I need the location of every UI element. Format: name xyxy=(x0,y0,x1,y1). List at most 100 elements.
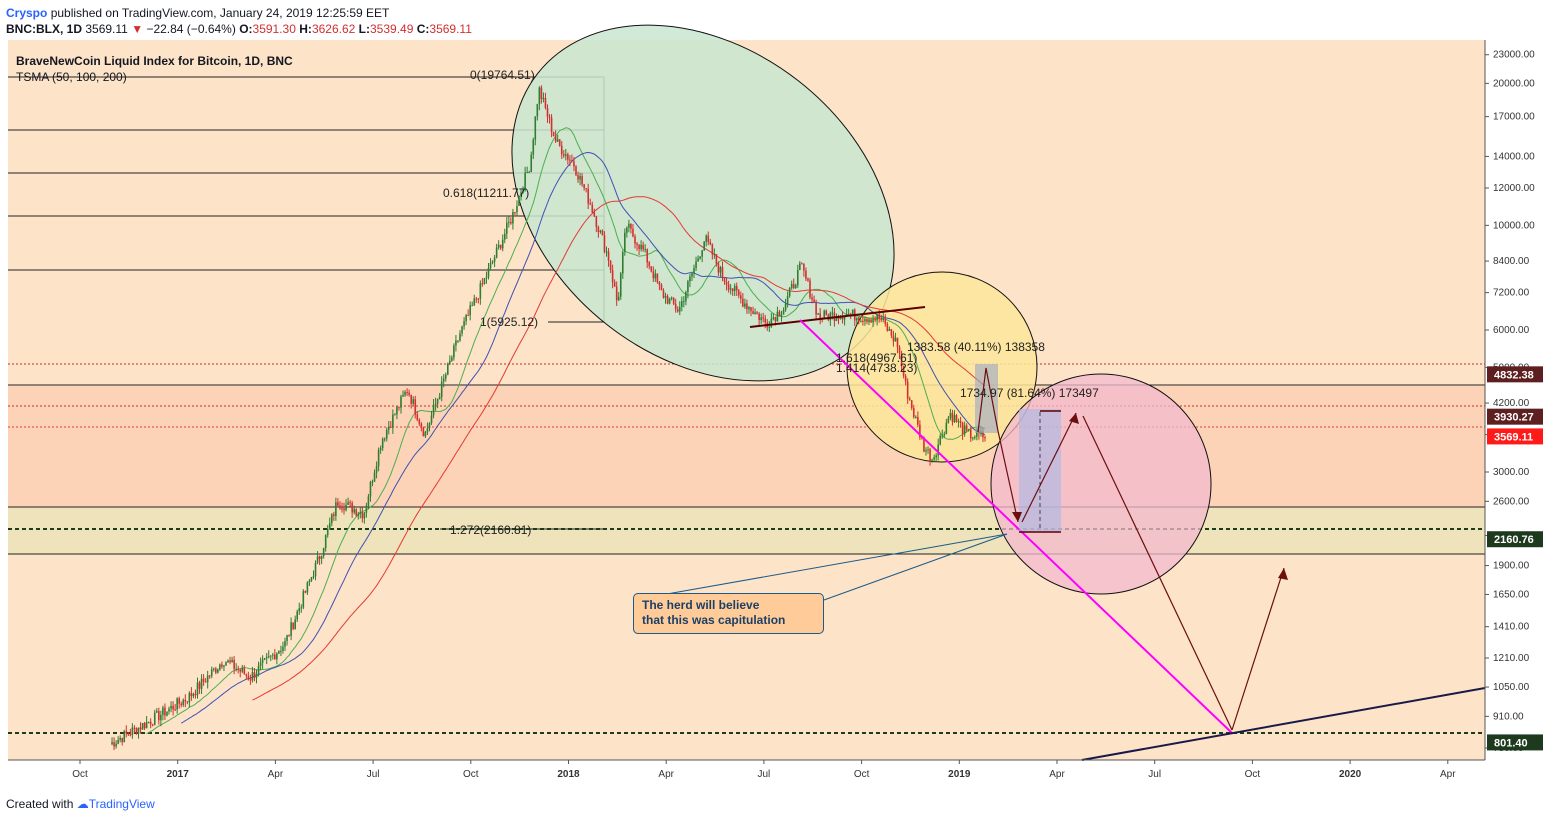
candle-body xyxy=(713,254,716,256)
close-value: 3569.11 xyxy=(429,22,472,36)
candle-body xyxy=(390,426,392,428)
fib-label: 0(19764.51) xyxy=(470,68,535,82)
candle-body xyxy=(473,298,476,306)
candle-body xyxy=(288,635,290,637)
candle-body xyxy=(265,656,268,659)
candle-body xyxy=(192,693,195,697)
candle-body xyxy=(178,698,180,704)
candle-body xyxy=(365,505,368,513)
candle-body xyxy=(939,435,942,445)
candle-body xyxy=(644,249,646,251)
candle-body xyxy=(186,701,189,703)
candle-body xyxy=(463,321,465,327)
candle-body xyxy=(805,270,807,279)
candle-body xyxy=(499,244,502,249)
candle-body xyxy=(579,176,581,180)
candle-body xyxy=(558,139,561,146)
candle-body xyxy=(540,87,543,100)
candle-body xyxy=(373,472,376,482)
candle-body xyxy=(839,316,842,320)
candle-body xyxy=(436,399,439,404)
candle-body xyxy=(349,502,351,504)
range-box-1[interactable] xyxy=(975,364,998,433)
candle-body xyxy=(607,251,610,261)
candle-body xyxy=(446,363,449,375)
candle-body xyxy=(874,318,876,321)
candle-body xyxy=(982,431,984,438)
candle-body xyxy=(506,222,508,234)
candle-body xyxy=(884,318,887,325)
candle-body xyxy=(392,414,394,428)
price-label: 3930.27 xyxy=(1494,412,1534,424)
x-tick-label: Jul xyxy=(1148,769,1161,780)
candle-body xyxy=(925,450,927,452)
candle-body xyxy=(619,273,622,297)
candle-body xyxy=(799,263,801,271)
candle-body xyxy=(166,711,168,716)
price-label-box xyxy=(1487,734,1543,751)
candle-body xyxy=(347,502,349,505)
candle-body xyxy=(660,284,663,291)
candle-body xyxy=(180,703,183,706)
candle-body xyxy=(902,365,905,376)
candle-body xyxy=(737,290,740,296)
candle-body xyxy=(538,87,541,105)
price-label: 3569.11 xyxy=(1494,431,1533,443)
annotation-label: 1383.58 (40.11%) 138358 xyxy=(907,340,1045,354)
candle-body xyxy=(410,394,412,404)
candle-body xyxy=(945,422,948,434)
candle-body xyxy=(416,414,419,420)
candle-body xyxy=(137,727,140,734)
candle-body xyxy=(158,711,160,721)
candle-body xyxy=(705,235,708,242)
y-axis-panel[interactable] xyxy=(1485,40,1557,760)
candle-body xyxy=(255,674,258,678)
candle-body xyxy=(202,678,205,682)
candle-body xyxy=(801,263,803,265)
publisher-name[interactable]: Cryspo xyxy=(6,6,48,20)
x-tick-label: 2017 xyxy=(167,769,190,780)
candle-body xyxy=(803,263,805,271)
sma-50-line xyxy=(146,127,986,735)
candle-body xyxy=(282,646,284,651)
candle-body xyxy=(894,337,897,342)
candle-body xyxy=(414,399,417,415)
candle-body xyxy=(184,699,187,702)
callout-box[interactable]: The herd will believe that this was capi… xyxy=(633,593,824,634)
indicator-label[interactable]: TSMA (50, 100, 200) xyxy=(16,70,127,84)
candle-body xyxy=(817,313,819,315)
candle-body xyxy=(937,444,939,456)
price-label-box xyxy=(1487,531,1543,548)
candle-body xyxy=(917,416,919,425)
candle-body xyxy=(544,97,547,108)
candle-body xyxy=(693,268,695,274)
x-tick-label: Oct xyxy=(854,769,870,780)
candle-body xyxy=(422,427,425,437)
candle-body xyxy=(147,721,150,723)
candle-body xyxy=(510,221,512,224)
candle-body xyxy=(589,203,592,205)
candle-body xyxy=(111,742,113,745)
candle-body xyxy=(621,251,624,274)
candle-body xyxy=(919,424,921,438)
candle-body xyxy=(274,654,276,660)
candle-body xyxy=(225,662,227,666)
candle-body xyxy=(703,241,705,251)
x-tick-label: Jul xyxy=(367,769,380,780)
candle-body xyxy=(278,651,280,654)
candle-body xyxy=(546,107,549,117)
candle-body xyxy=(892,335,895,342)
low-value: 3539.49 xyxy=(370,22,414,36)
candle-body xyxy=(371,481,374,483)
candle-body xyxy=(375,466,378,473)
candle-body xyxy=(394,414,396,416)
candle-body xyxy=(943,433,946,436)
tradingview-link[interactable]: TradingView xyxy=(88,797,155,811)
candle-body xyxy=(780,314,783,317)
candle-body xyxy=(442,378,445,382)
candle-body xyxy=(176,698,178,710)
candle-body xyxy=(259,662,262,666)
price-labels: 4832.38 3930.27 3569.11 2160.76 801.40 xyxy=(1487,366,1543,751)
candle-body xyxy=(758,313,760,321)
